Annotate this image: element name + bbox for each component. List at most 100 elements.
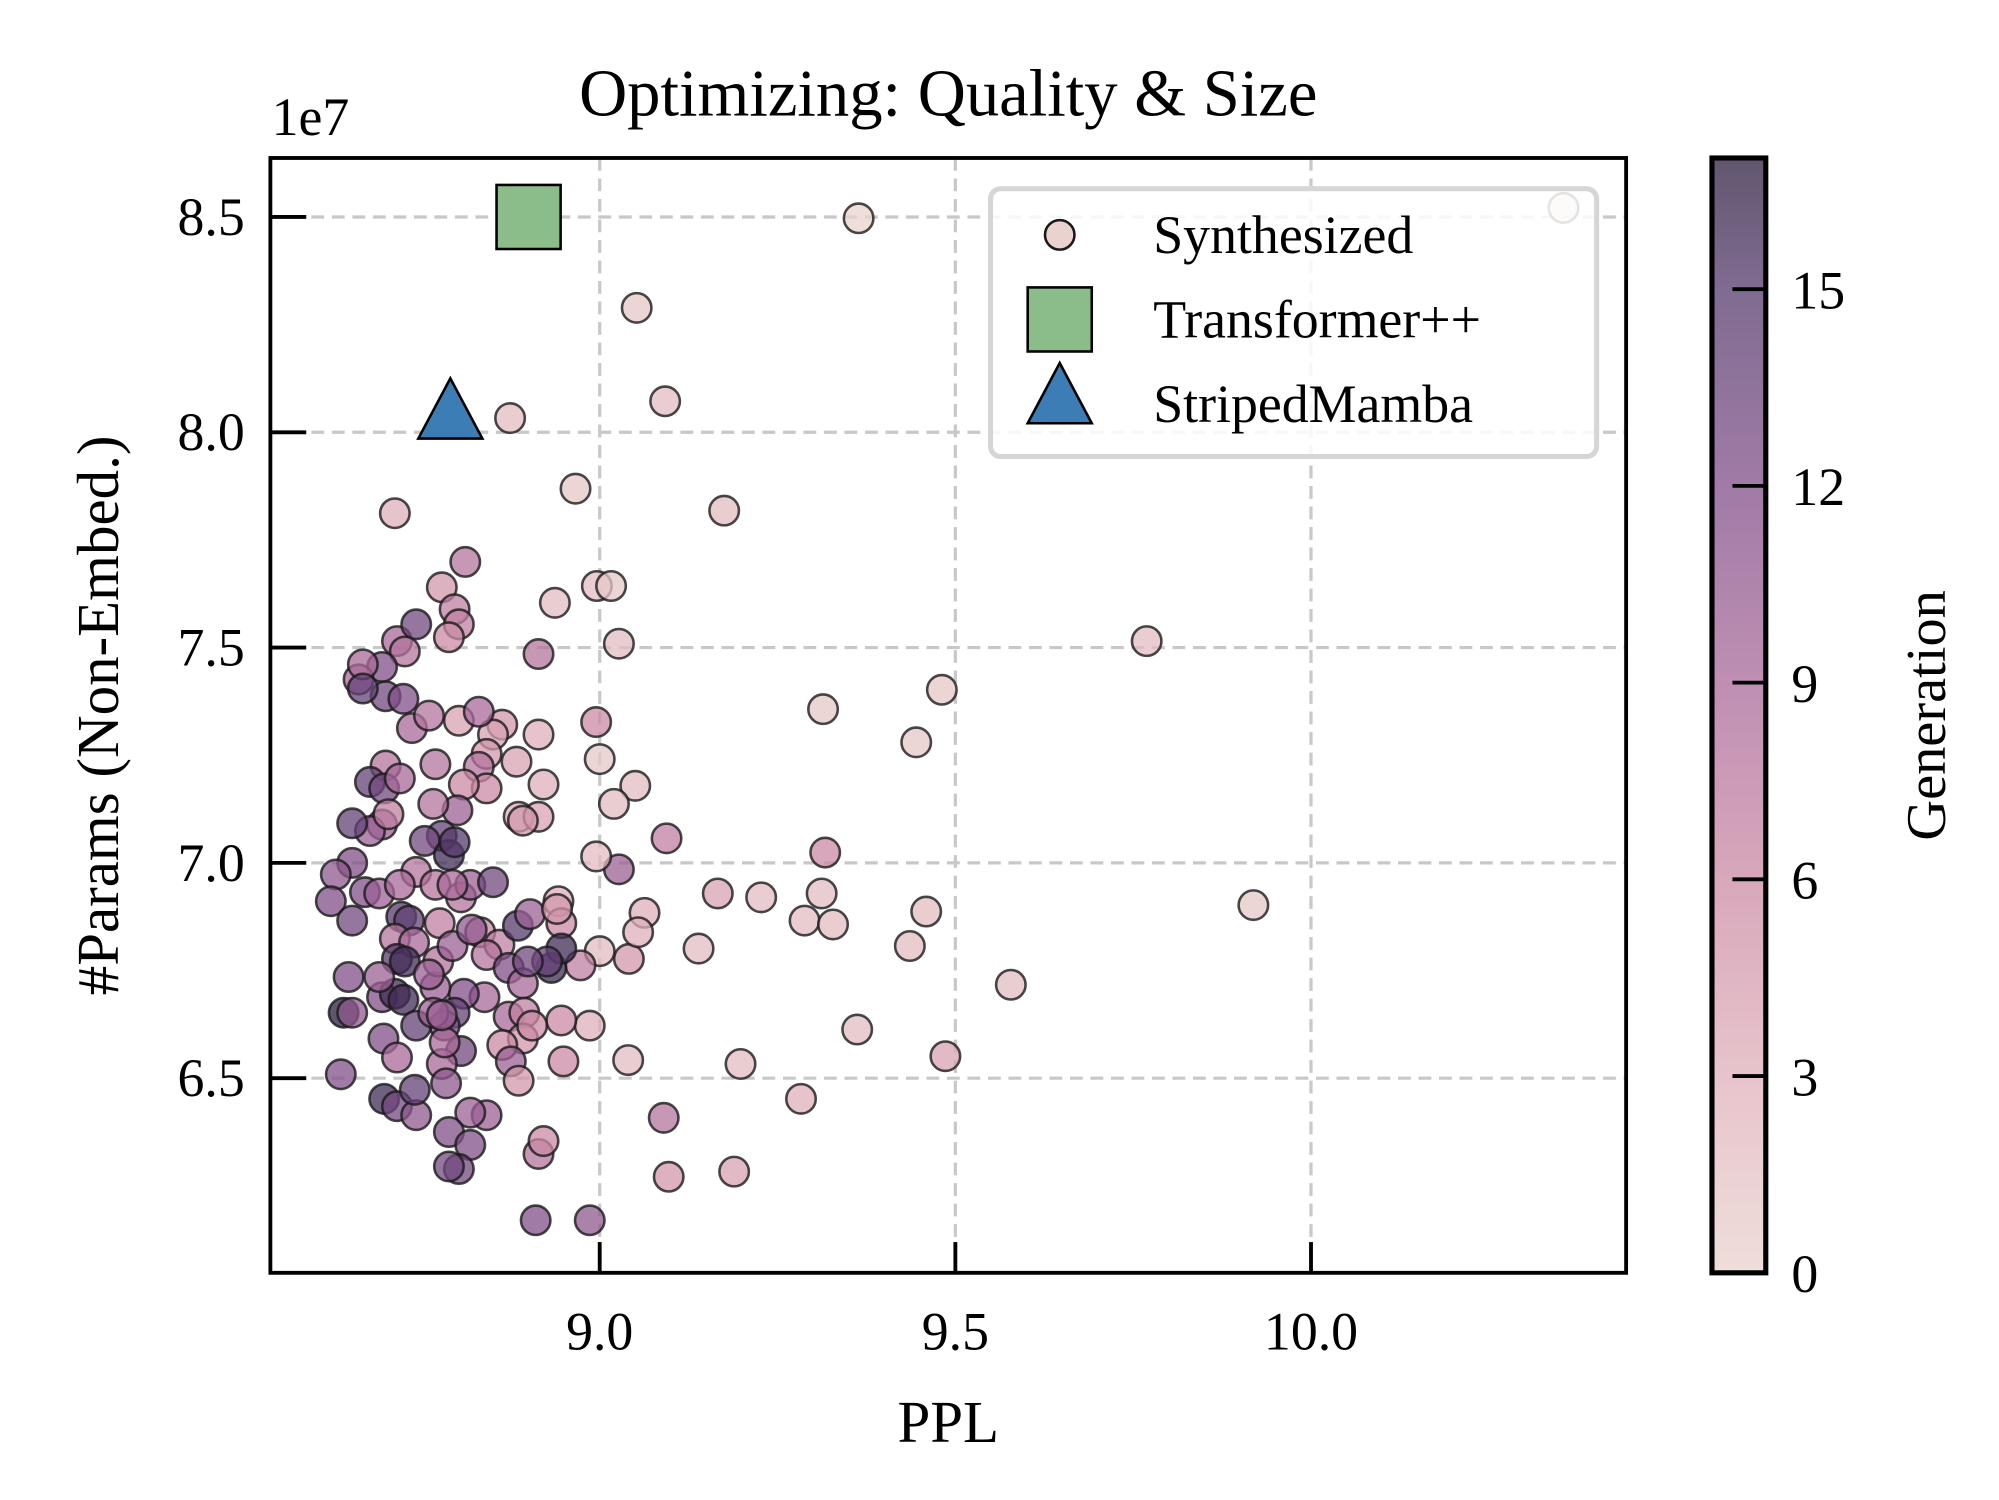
synthesized-point xyxy=(708,494,741,527)
synthesized-point xyxy=(816,908,850,941)
synthesized-point xyxy=(538,586,571,619)
colorbar: 0 3 6 9 12 15 xyxy=(1709,155,1845,1304)
synthesized-point xyxy=(428,1026,461,1059)
colorbar-tick-label: 15 xyxy=(1791,260,1845,320)
synthesized-point xyxy=(597,787,630,820)
colorbar-tick-label: 6 xyxy=(1791,851,1818,911)
synthesized-point xyxy=(398,1073,431,1106)
legend-label: Transformer++ xyxy=(1153,289,1481,349)
synthesized-point xyxy=(809,836,842,869)
legend-label: Synthesized xyxy=(1153,205,1413,265)
synthesized-point xyxy=(547,1045,580,1078)
synthesized-point xyxy=(602,627,635,660)
synthesized-point xyxy=(652,1160,685,1193)
synthesized-point xyxy=(620,291,653,324)
colorbar-gradient xyxy=(1709,155,1769,1276)
synthesized-point xyxy=(436,868,469,901)
synthesized-point xyxy=(900,726,933,759)
synthesized-point xyxy=(842,202,875,235)
synthesized-point xyxy=(545,1004,578,1037)
synthesized-point xyxy=(387,983,420,1016)
synthesized-point xyxy=(319,858,352,891)
synthesized-point xyxy=(805,877,838,910)
synthesized-point xyxy=(622,916,655,949)
synthesized-point xyxy=(372,798,405,831)
synthesized-point xyxy=(430,1067,463,1100)
synthesized-point xyxy=(910,895,943,928)
synthesized-point xyxy=(527,1125,560,1158)
synthesized-point xyxy=(500,745,533,778)
synthesized-point xyxy=(595,569,628,603)
synthesized-point xyxy=(494,402,527,435)
synthesized-point xyxy=(363,960,396,994)
synthesized-point xyxy=(380,1041,414,1074)
colorbar-tick-label: 9 xyxy=(1791,654,1818,714)
synthesized-point xyxy=(724,1047,757,1080)
synthesized-point xyxy=(314,885,347,918)
x-tick-label: 9.0 xyxy=(566,1302,633,1362)
synthesized-point xyxy=(425,999,458,1032)
synthesized-point xyxy=(1237,889,1270,922)
chart-title: Optimizing: Quality & Size xyxy=(579,58,1317,131)
synthesized-point xyxy=(438,826,471,859)
transformer-plus-plus-marker xyxy=(495,183,562,251)
synthesized-point xyxy=(449,545,482,578)
synthesized-point xyxy=(519,1204,552,1237)
synthesized-point xyxy=(994,968,1027,1001)
synthesized-point xyxy=(336,996,369,1029)
synthesized-point xyxy=(383,762,416,795)
synthesized-point xyxy=(378,497,411,530)
synthesized-point xyxy=(419,748,452,781)
synthesized-point xyxy=(462,695,495,728)
synthesized-point xyxy=(417,787,450,820)
synthesized-point xyxy=(502,1064,535,1097)
synthesized-point xyxy=(583,743,616,776)
synthesized-point xyxy=(506,804,539,837)
synthesized-point xyxy=(432,1150,465,1183)
legend-box xyxy=(987,186,1600,460)
plot-frame xyxy=(268,156,1629,1275)
synthesized-point xyxy=(511,945,544,978)
synthesized-point xyxy=(573,1009,606,1042)
synthesized-point xyxy=(516,1009,549,1042)
synthesized-point xyxy=(619,769,652,802)
synthesized-point xyxy=(718,1155,751,1188)
legend-circle-icon xyxy=(1043,218,1076,251)
colorbar-tick-label: 0 xyxy=(1791,1244,1818,1304)
synthesized-point xyxy=(580,706,613,739)
synthesized-point xyxy=(412,699,446,732)
colorbar-label: Generation xyxy=(1896,590,1958,840)
y-offset-label: 1e7 xyxy=(272,87,350,147)
colorbar-tick-label: 12 xyxy=(1791,457,1845,517)
synthesized-point xyxy=(559,472,592,505)
synthesized-point xyxy=(612,1044,645,1077)
synthesized-point xyxy=(455,913,488,946)
synthesized-point xyxy=(1130,625,1163,658)
axes: 9.0 9.5 10.0 6.5 7.0 7.5 8.0 8.5 xyxy=(177,156,1629,1362)
synthesized-point xyxy=(336,904,369,937)
synthesized-point xyxy=(324,1058,357,1091)
synthesized-point xyxy=(541,892,574,925)
synthesized-point xyxy=(476,866,510,899)
synthesized-point xyxy=(522,638,555,671)
synthesized-points xyxy=(314,191,1580,1237)
synthesized-point xyxy=(383,868,416,901)
legend-square-icon xyxy=(1026,286,1094,353)
colorbar-tick-label: 3 xyxy=(1791,1047,1818,1107)
legend-label: StripedMamba xyxy=(1153,374,1473,434)
synthesized-point xyxy=(612,942,645,975)
synthesized-point xyxy=(841,1013,874,1046)
synthesized-point xyxy=(332,960,365,994)
x-tick-label: 9.5 xyxy=(922,1302,989,1362)
synthesized-point xyxy=(513,898,547,931)
synthesized-point xyxy=(745,881,778,914)
synthesized-point xyxy=(893,929,926,963)
reference-markers xyxy=(416,183,562,440)
synthesized-point xyxy=(573,1204,606,1237)
y-tick-label: 8.0 xyxy=(177,402,244,462)
y-tick-label: 6.5 xyxy=(177,1048,244,1108)
y-tick-label: 8.5 xyxy=(177,187,244,247)
synthesized-point xyxy=(647,1101,680,1134)
synthesized-point xyxy=(454,1096,487,1129)
